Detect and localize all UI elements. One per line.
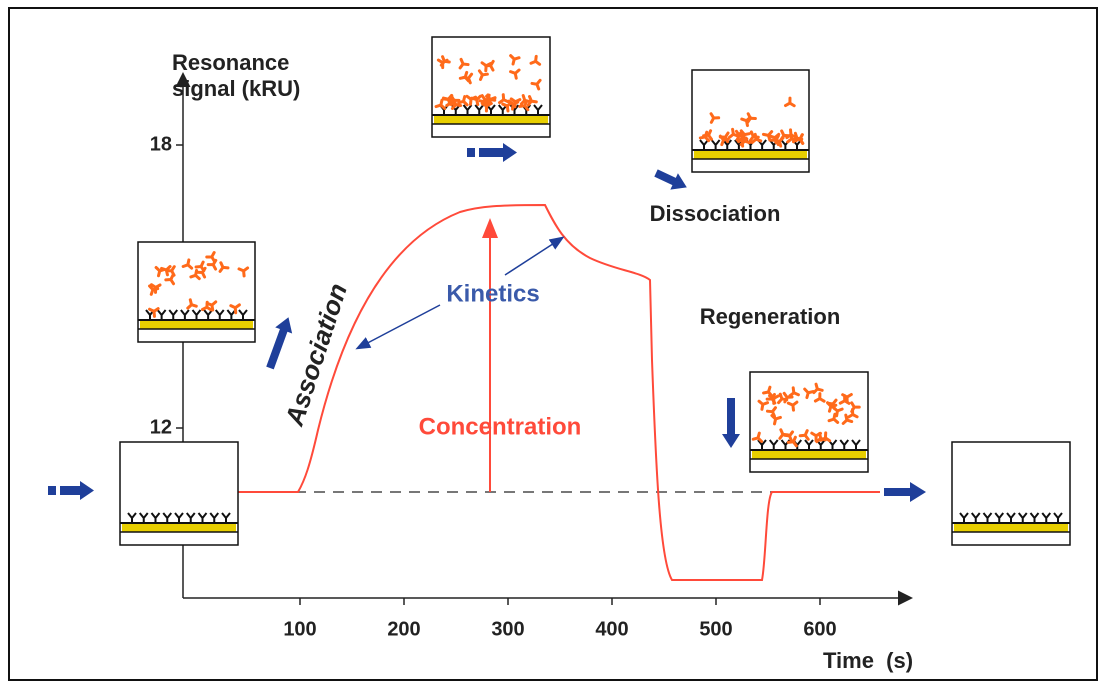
sensor-box [952, 442, 1070, 545]
sensor-box [750, 372, 868, 472]
x-tick-label: 500 [699, 618, 732, 640]
concentration-label: Concentration [419, 413, 582, 440]
gold-layer [752, 450, 866, 459]
kinetics-label: Kinetics [446, 280, 539, 307]
kinetics-arrow [358, 305, 440, 348]
y-tick-label: 12 [150, 416, 172, 438]
gold-layer [954, 523, 1068, 532]
gold-layer [694, 150, 807, 159]
y-axis-title: signal (kRU) [172, 76, 300, 101]
gold-layer [140, 320, 253, 329]
x-tick-label: 300 [491, 618, 524, 640]
x-tick-label: 600 [803, 618, 836, 640]
frame [9, 8, 1097, 680]
sensor-box [432, 37, 550, 137]
dissociation-label: Dissociation [650, 201, 781, 226]
regeneration-label: Regeneration [700, 304, 841, 329]
x-tick-label: 400 [595, 618, 628, 640]
gold-layer [122, 523, 236, 532]
x-axis-title: Time (s) [823, 648, 913, 673]
sensor-box [692, 70, 809, 172]
x-tick-label: 100 [283, 618, 316, 640]
x-tick-label: 200 [387, 618, 420, 640]
y-axis-title: Resonance [172, 50, 289, 75]
sensorgram-diagram: Resonance signal (kRU) 18 12 100 200 300 40… [0, 0, 1106, 682]
x-ticks: 100 200 300 400 500 600 [283, 598, 836, 640]
sensor-box [138, 242, 255, 342]
kinetics-arrow [505, 238, 562, 275]
sensor-box [120, 442, 238, 545]
sensor-boxes [120, 37, 1070, 545]
y-tick-label: 18 [150, 133, 172, 155]
gold-layer [434, 115, 548, 124]
